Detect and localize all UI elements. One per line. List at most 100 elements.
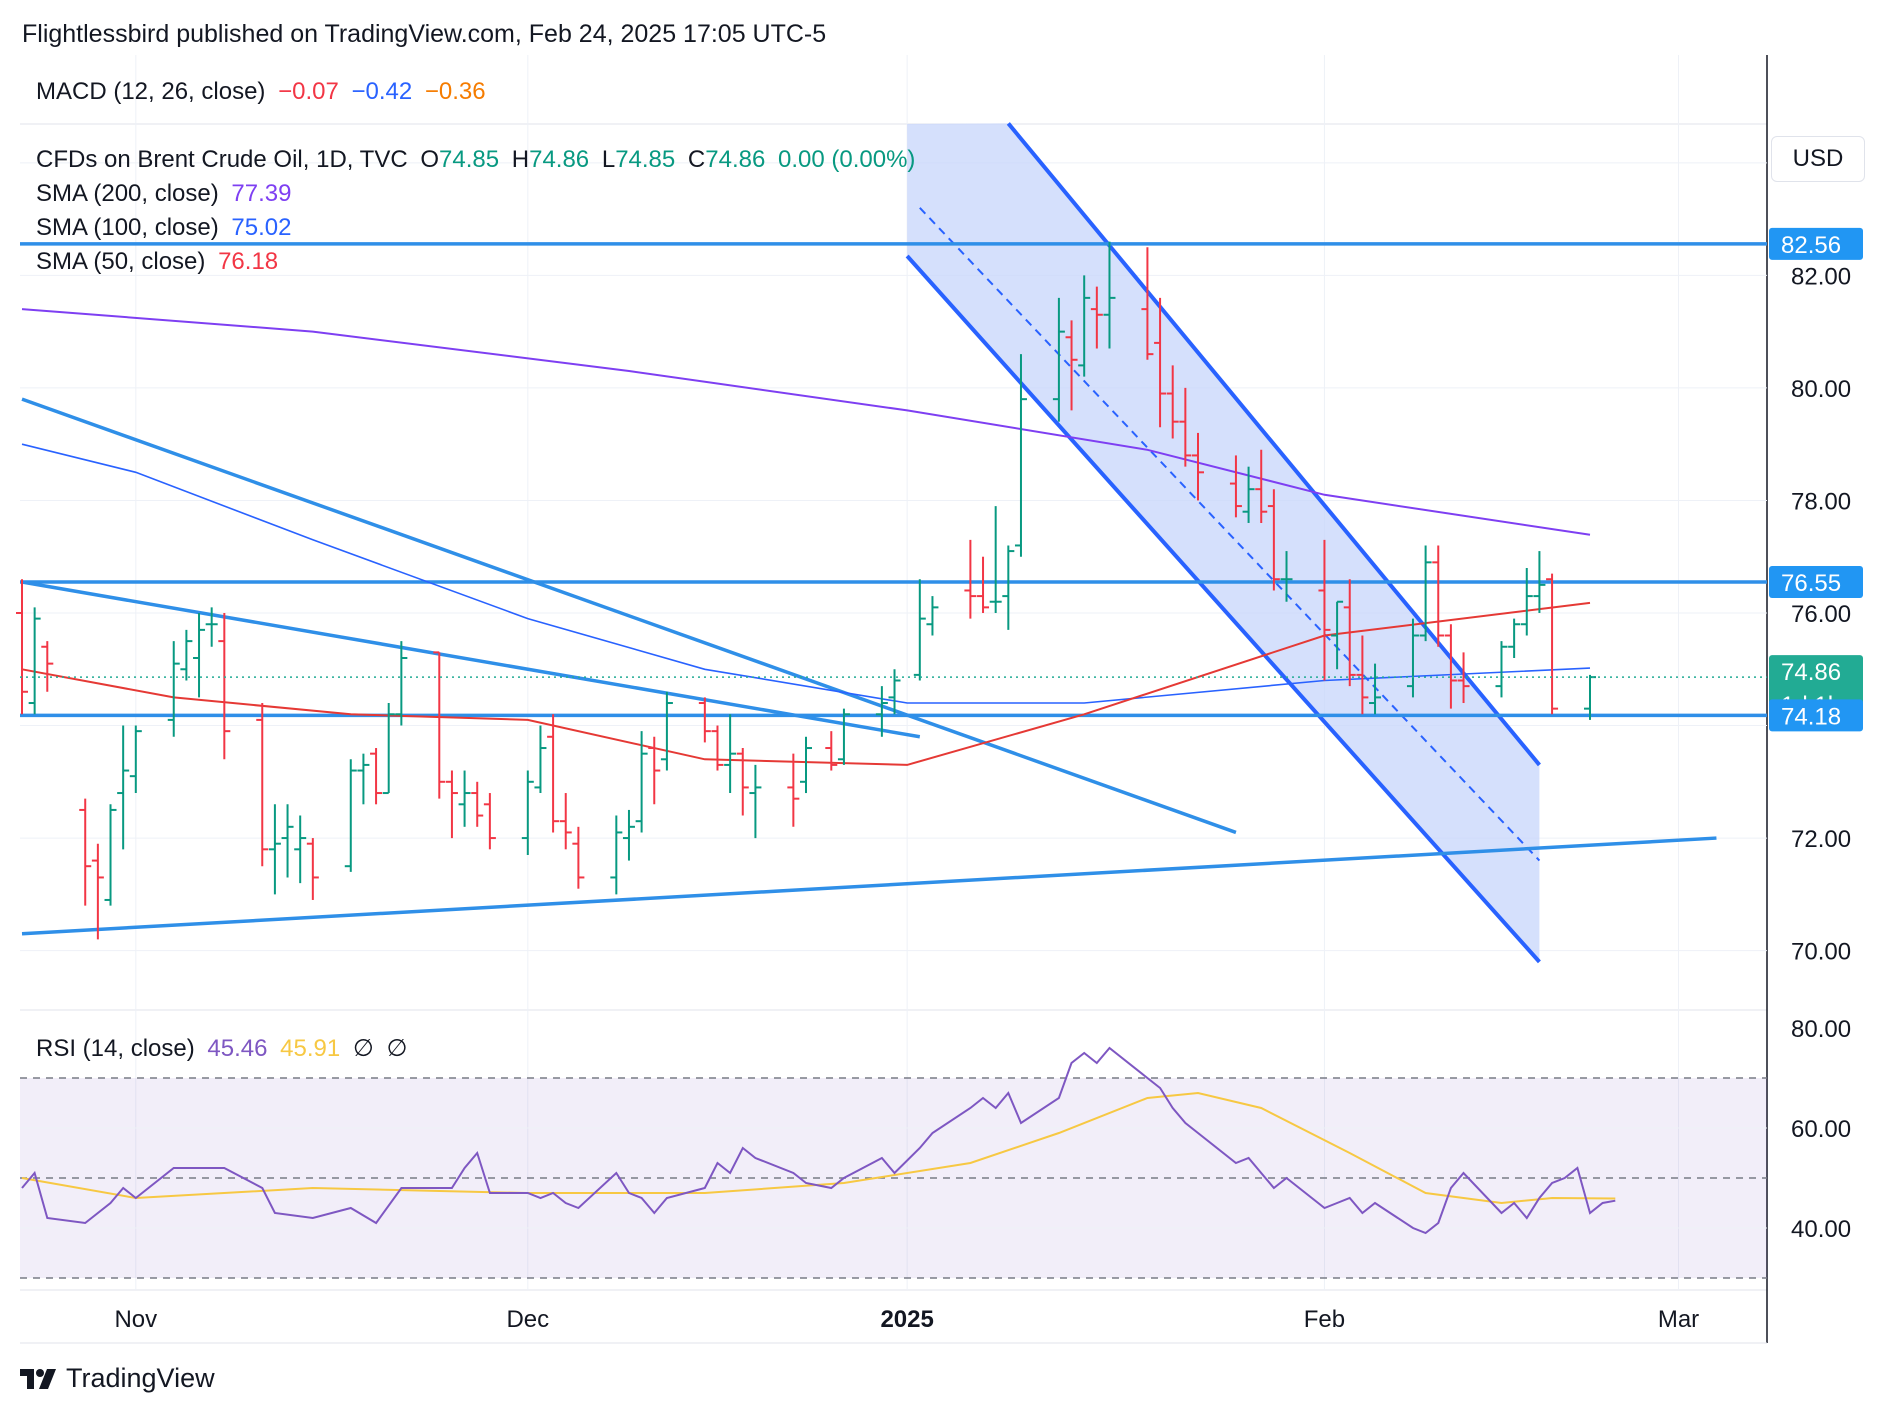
ohlc-close: C74.86 xyxy=(687,146,766,173)
ohlc-bar xyxy=(660,691,673,771)
ohlc-bar xyxy=(180,629,193,681)
ohlc-bar xyxy=(1546,573,1559,715)
sma200-legend: SMA (200, close) 77.39 xyxy=(36,180,297,208)
price-badge-bg xyxy=(1769,227,1863,260)
trendline-2 xyxy=(21,836,1717,936)
ohlc-bar xyxy=(989,506,1002,613)
sma100-label: SMA (100, close) xyxy=(36,214,219,241)
price-badge-label: 74.86 xyxy=(1781,659,1841,686)
ohlc-bar xyxy=(306,838,319,900)
ohlc-bar xyxy=(711,725,724,771)
ohlc-bar xyxy=(1318,539,1331,681)
ohlc-bars xyxy=(16,241,1596,940)
channel-mid-line xyxy=(919,207,1541,862)
ohlc-bar xyxy=(1166,365,1179,439)
trendline-0 xyxy=(21,580,921,739)
ohlc-bar xyxy=(572,826,585,889)
ohlc-bar xyxy=(913,579,926,681)
instrument-name: CFDs on Brent Crude Oil, 1D, TVC xyxy=(36,146,408,173)
ohlc-bar xyxy=(1331,600,1344,670)
ohlc-bar xyxy=(382,703,395,795)
channel-fill xyxy=(907,123,1540,962)
publisher-header: Flightlessbird published on TradingView.… xyxy=(22,20,827,48)
ohlc-low: L74.85 xyxy=(601,146,676,173)
ohlc-bar xyxy=(1242,466,1255,523)
ohlc-bar xyxy=(1406,618,1419,698)
ohlc-bar xyxy=(648,736,661,805)
rsi-line xyxy=(21,1046,1616,1235)
ohlc-bar xyxy=(547,714,560,833)
sma100-legend: SMA (100, close) 75.02 xyxy=(36,214,297,242)
ohlc-bar xyxy=(268,804,281,895)
price-badge-bg xyxy=(1769,699,1863,732)
sma50-label: SMA (50, close) xyxy=(36,248,206,275)
ohlc-bar xyxy=(610,815,623,895)
price-tick-label: 72.00 xyxy=(1791,826,1851,853)
ohlc-bar xyxy=(79,798,92,906)
sma200-line xyxy=(21,308,1591,536)
time-axis-label: Mar xyxy=(1658,1306,1699,1333)
ohlc-bar xyxy=(888,669,901,715)
ohlc-bar xyxy=(787,753,800,827)
ohlc-bar xyxy=(1457,652,1470,704)
ohlc-bar xyxy=(395,641,408,726)
ohlc-bar xyxy=(294,815,307,884)
price-change: 0.00 (0.00%) xyxy=(778,146,916,173)
ohlc-bar xyxy=(1520,567,1533,636)
ohlc-bar xyxy=(483,793,496,850)
ohlc-bar xyxy=(370,748,383,805)
rsi-tick-label: 40.00 xyxy=(1791,1216,1851,1243)
instrument-legend: CFDs on Brent Crude Oil, 1D, TVC O74.85 … xyxy=(36,146,921,174)
ohlc-bar xyxy=(534,725,547,794)
rsi-label: RSI (14, close) xyxy=(36,1035,195,1062)
ohlc-bar xyxy=(875,686,888,737)
tradingview-brand: TradingView xyxy=(20,1363,215,1394)
sma50-legend: SMA (50, close) 76.18 xyxy=(36,248,284,276)
tradingview-logo-icon xyxy=(20,1368,56,1389)
ohlc-bar xyxy=(964,539,977,619)
ohlc-bar xyxy=(1356,635,1369,715)
ohlc-bar xyxy=(977,556,990,613)
ohlc-bar xyxy=(1255,449,1268,523)
ohlc-bar xyxy=(281,804,294,878)
ohlc-bar xyxy=(1419,545,1432,642)
time-axis-label: Nov xyxy=(114,1306,157,1333)
currency-button[interactable]: USD xyxy=(1771,136,1865,182)
ohlc-bar xyxy=(622,809,635,861)
ohlc-bar xyxy=(736,748,749,816)
price-badge-label: 82.56 xyxy=(1781,232,1841,259)
ohlc-bar xyxy=(344,759,357,872)
price-tick-label: 82.00 xyxy=(1791,263,1851,290)
ohlc-bar xyxy=(837,708,850,765)
ohlc-bar xyxy=(724,714,737,794)
ohlc-bar xyxy=(1508,618,1521,659)
price-badge-label: 76.55 xyxy=(1781,570,1841,597)
ohlc-bar xyxy=(1103,241,1116,349)
ohlc-bar xyxy=(1533,551,1546,613)
price-badge-bg xyxy=(1769,566,1863,599)
macd-value-1: −0.07 xyxy=(278,78,339,105)
ohlc-bar xyxy=(1141,247,1154,360)
ohlc-bar xyxy=(129,725,142,794)
ohlc-bar xyxy=(800,736,812,794)
ohlc-bar xyxy=(521,770,534,855)
ohlc-bar xyxy=(41,641,54,692)
ohlc-bar xyxy=(256,703,269,867)
rsi-ma-value: 45.91 xyxy=(280,1035,341,1062)
channel-lower-line xyxy=(905,254,1541,964)
ohlc-bar xyxy=(635,731,648,833)
ohlc-bar xyxy=(445,770,458,839)
macd-value-2: −0.42 xyxy=(351,78,413,105)
ohlc-bar xyxy=(357,753,370,805)
price-tick-label: 78.00 xyxy=(1791,488,1851,515)
ohlc-bar xyxy=(1052,297,1065,422)
ohlc-bar xyxy=(1179,387,1192,467)
time-axis-label: Dec xyxy=(506,1306,549,1333)
brand-name: TradingView xyxy=(66,1363,215,1393)
ohlc-bar xyxy=(749,764,762,839)
price-tick-label: 76.00 xyxy=(1791,601,1851,628)
ohlc-bar xyxy=(926,596,939,636)
ohlc-bar xyxy=(167,641,180,737)
ohlc-bar xyxy=(1090,286,1103,349)
